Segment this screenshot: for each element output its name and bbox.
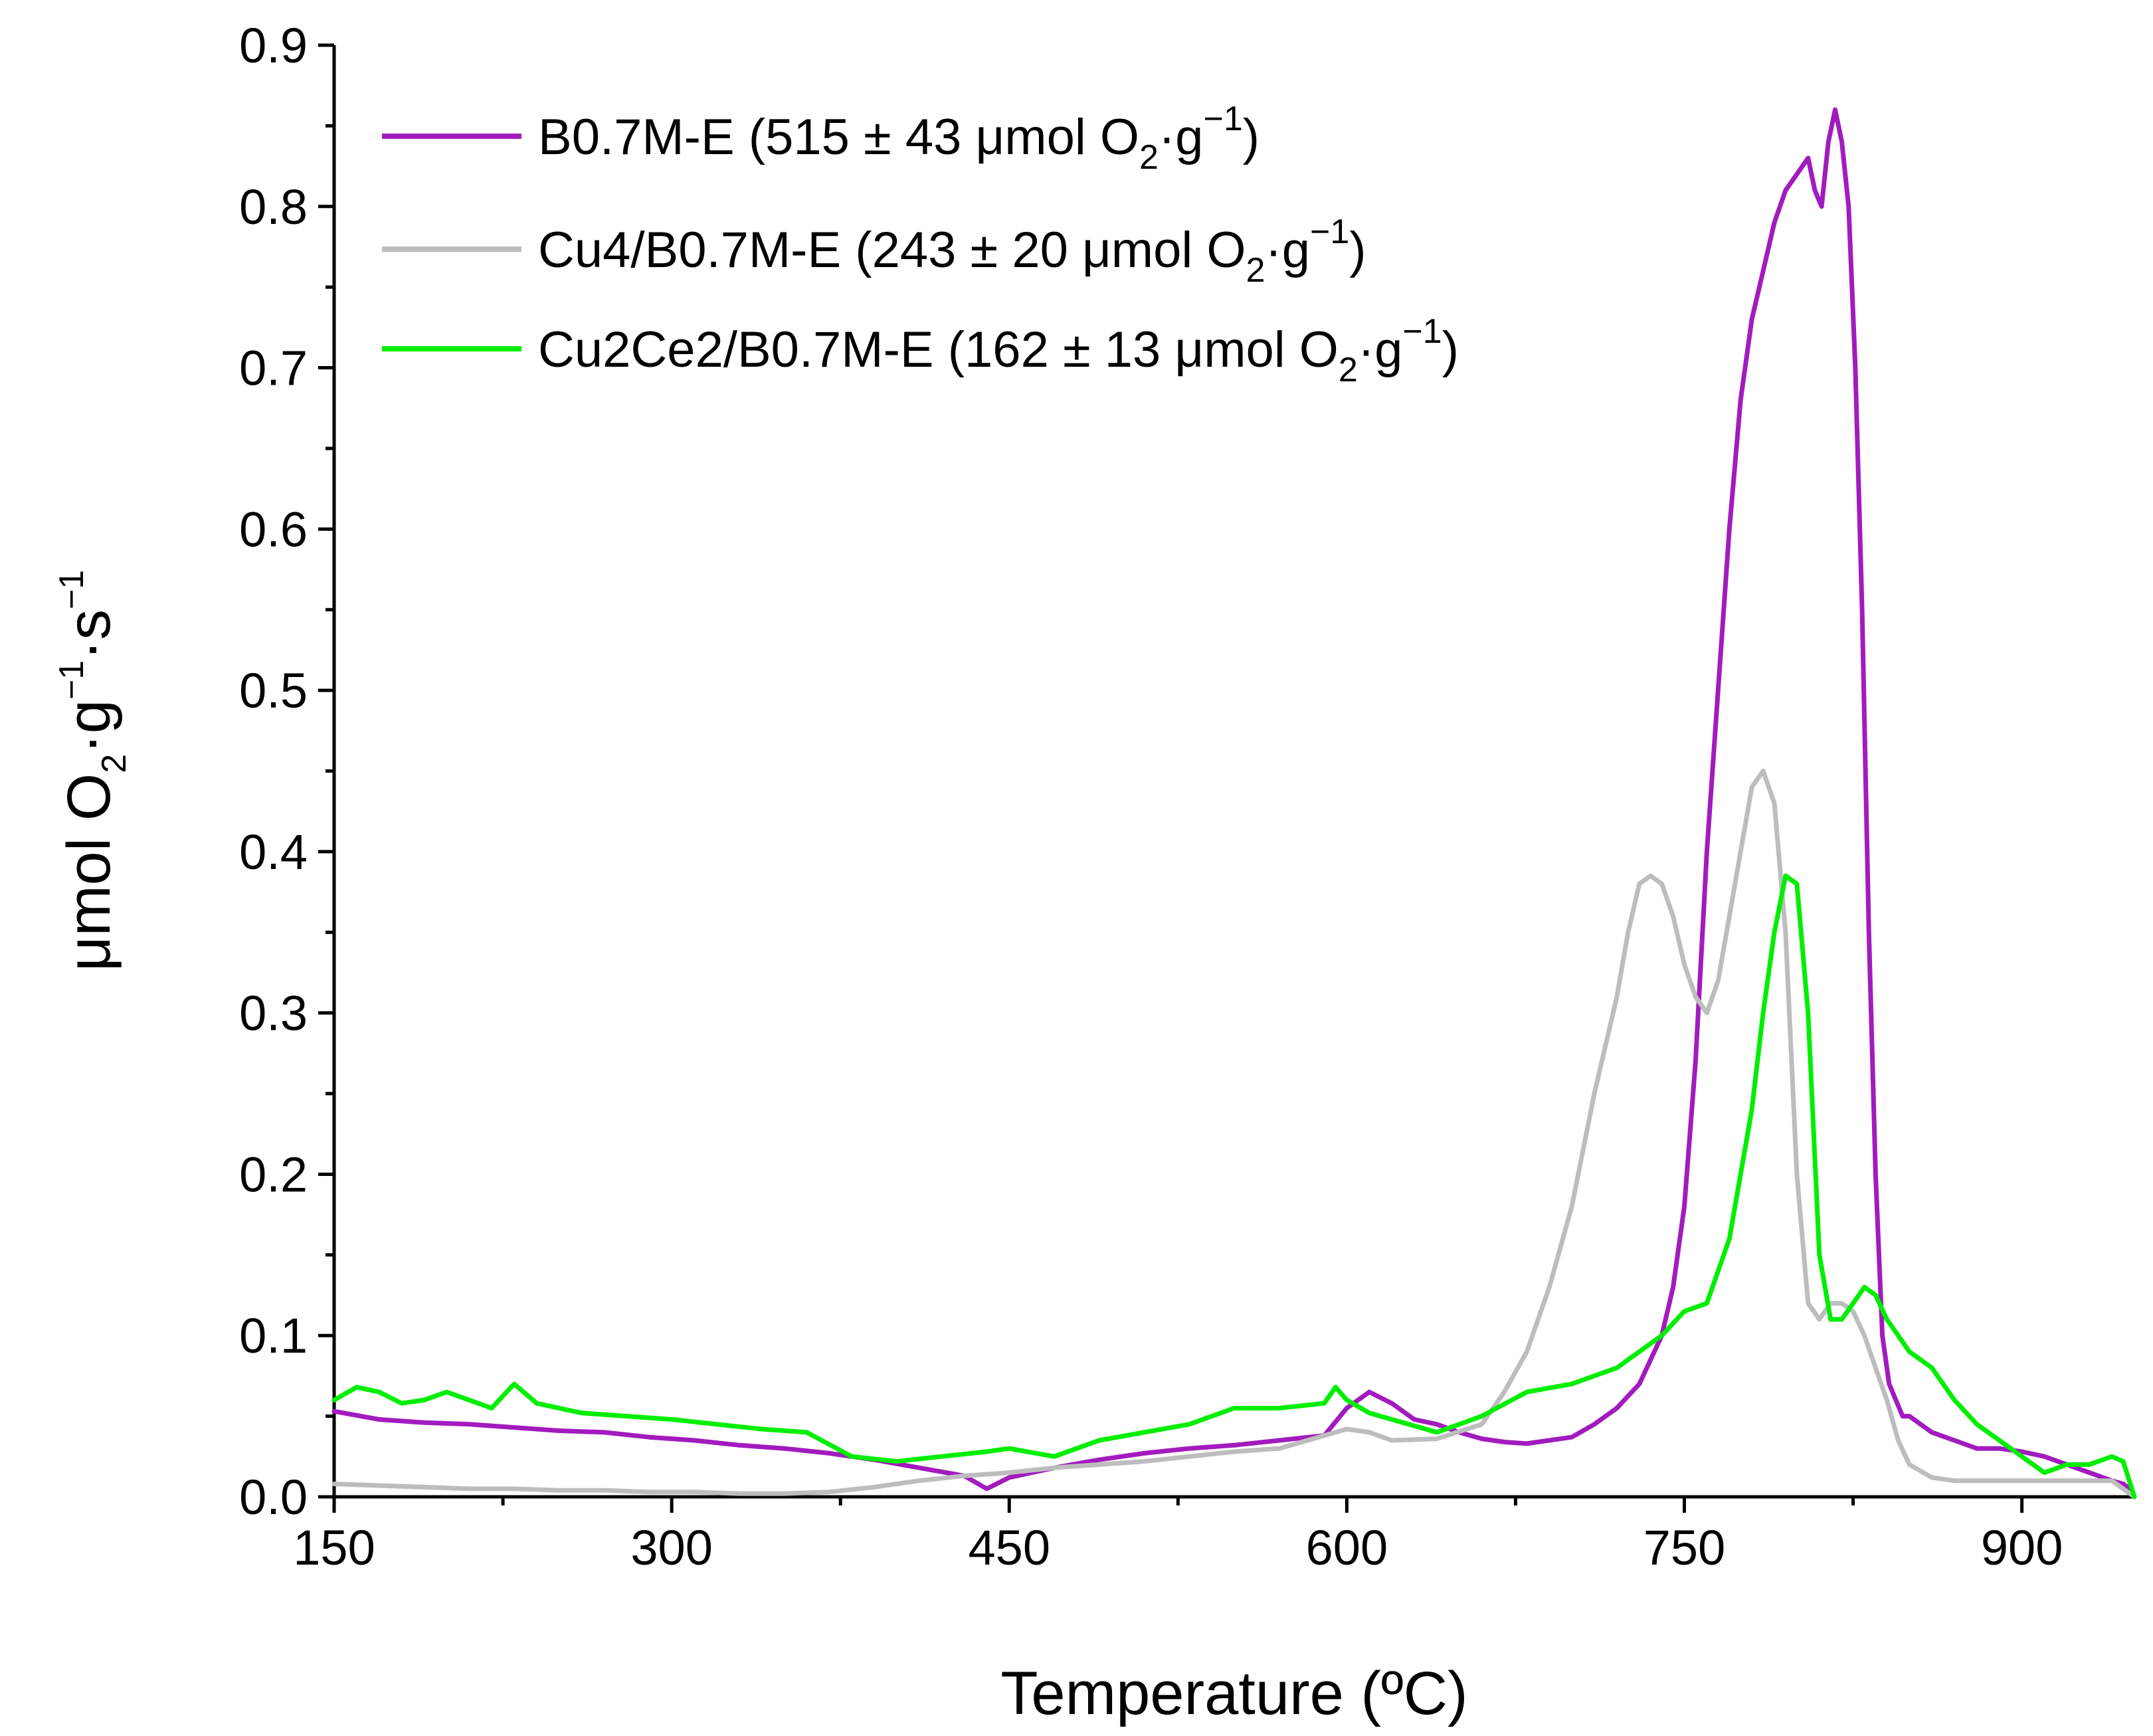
- x-axis-title: Temperature (ºC): [1000, 1660, 1467, 1727]
- plot-area: [331, 107, 2137, 1499]
- y-tick-label: 0.7: [239, 341, 308, 396]
- y-tick-label: 0.1: [239, 1308, 308, 1363]
- axes: 0.0 0.1 0.2 0.3 0.4 0.5 0.6 0.7 0.8 0.9 150 300 450 6…: [239, 18, 2134, 1575]
- x-tick-label: 150: [293, 1520, 375, 1575]
- x-tick-label: 300: [630, 1520, 712, 1575]
- x-tick-label: 750: [1643, 1520, 1725, 1575]
- y-tick-label: 0.4: [239, 824, 308, 880]
- series-line-b0-7m-e: [331, 107, 2137, 1499]
- legend-entry-label: Cu2Ce2/B0.7M-E (162 ± 13 μmol O2·g−1): [538, 312, 1459, 389]
- y-tick-label: 0.9: [239, 18, 308, 73]
- y-tick-label: 0.2: [239, 1147, 308, 1202]
- axis-labels: Temperature (ºC) μmol O2·g−1·s−1: [52, 570, 1468, 1727]
- series-line-cu2ce2-b0-7m-e: [331, 873, 2137, 1499]
- y-axis-title: μmol O2·g−1·s−1: [52, 570, 134, 971]
- series-line-cu4-b0-7m-e: [331, 769, 2137, 1499]
- legend-entry-label: Cu4/B0.7M-E (243 ± 20 μmol O2·g−1): [538, 213, 1366, 290]
- x-tick-label: 600: [1306, 1520, 1388, 1575]
- y-tick-label: 0.0: [239, 1470, 308, 1525]
- legend-entry-label: B0.7M-E (515 ± 43 μmol O2·g−1): [538, 100, 1260, 177]
- legend: B0.7M-E (515 ± 43 μmol O2·g−1) Cu4/B0.7M-…: [382, 100, 1459, 389]
- y-tick-label: 0.3: [239, 986, 308, 1041]
- x-tick-label: 450: [969, 1520, 1050, 1575]
- x-tick-label: 900: [1981, 1520, 2063, 1575]
- y-tick-label: 0.6: [239, 502, 308, 557]
- y-tick-label: 0.5: [239, 663, 308, 718]
- y-tick-label: 0.8: [239, 179, 308, 235]
